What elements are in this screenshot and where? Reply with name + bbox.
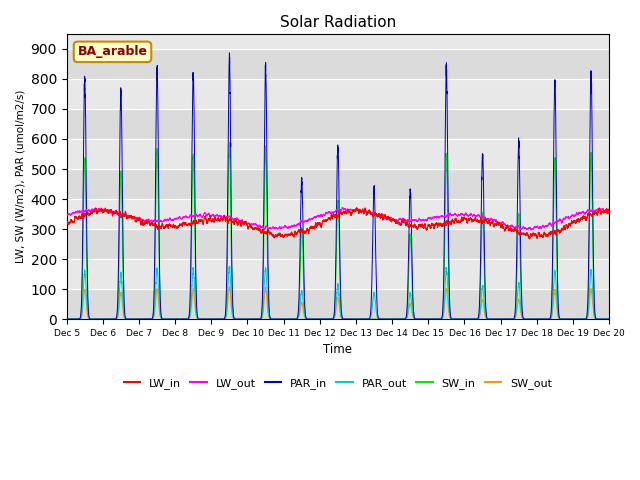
LW_out xyxy=(63,212,70,218)
SW_out xyxy=(582,316,590,322)
SW_in xyxy=(352,316,360,322)
SW_out xyxy=(225,284,233,290)
PAR_in xyxy=(247,316,255,322)
PAR_out xyxy=(576,316,584,322)
Bar xyxy=(67,109,609,139)
PAR_out xyxy=(460,316,467,322)
Title: Solar Radiation: Solar Radiation xyxy=(280,15,396,30)
Line: PAR_in: PAR_in xyxy=(67,53,609,319)
LW_in xyxy=(460,216,467,222)
LW_out xyxy=(319,212,327,217)
PAR_out xyxy=(63,316,70,322)
LW_in xyxy=(582,217,590,223)
PAR_out xyxy=(605,316,613,322)
LW_in xyxy=(475,219,483,225)
Bar xyxy=(67,229,609,259)
LW_in xyxy=(63,221,70,227)
SW_out xyxy=(605,316,613,322)
SW_in xyxy=(460,316,467,322)
Line: SW_in: SW_in xyxy=(67,143,609,319)
PAR_in xyxy=(319,316,327,322)
SW_out xyxy=(63,316,70,322)
PAR_out xyxy=(582,316,590,322)
Bar xyxy=(67,49,609,79)
SW_in xyxy=(605,316,613,322)
SW_out xyxy=(576,316,584,322)
LW_out xyxy=(576,209,584,215)
LW_out xyxy=(605,207,613,213)
PAR_out xyxy=(475,316,483,322)
SW_in xyxy=(576,316,584,322)
LW_in xyxy=(247,224,255,229)
SW_in xyxy=(475,314,483,320)
Line: LW_in: LW_in xyxy=(67,208,609,239)
PAR_in xyxy=(582,315,590,321)
LW_out xyxy=(339,204,346,210)
Text: BA_arable: BA_arable xyxy=(77,45,147,59)
PAR_in xyxy=(460,316,467,322)
SW_in xyxy=(247,316,255,322)
PAR_in xyxy=(63,316,70,322)
PAR_in xyxy=(225,50,233,56)
SW_in xyxy=(319,316,327,322)
Bar xyxy=(67,289,609,319)
Line: SW_out: SW_out xyxy=(67,287,609,319)
PAR_in xyxy=(605,316,613,322)
LW_in xyxy=(525,236,533,242)
SW_in xyxy=(226,140,234,145)
SW_in xyxy=(582,315,590,321)
Line: PAR_out: PAR_out xyxy=(67,266,609,319)
LW_out xyxy=(582,209,590,215)
LW_in xyxy=(576,217,584,223)
LW_out xyxy=(528,227,536,233)
SW_out xyxy=(475,316,483,322)
PAR_out xyxy=(226,264,234,269)
LW_in xyxy=(605,211,613,216)
LW_out xyxy=(475,212,483,217)
Line: LW_out: LW_out xyxy=(67,207,609,230)
Legend: LW_in, LW_out, PAR_in, PAR_out, SW_in, SW_out: LW_in, LW_out, PAR_in, PAR_out, SW_in, S… xyxy=(119,373,557,393)
PAR_out xyxy=(319,316,327,322)
Bar xyxy=(67,169,609,199)
LW_out xyxy=(460,212,467,218)
PAR_in xyxy=(576,316,584,322)
X-axis label: Time: Time xyxy=(323,343,353,356)
LW_in xyxy=(361,205,369,211)
PAR_in xyxy=(475,313,483,319)
SW_out xyxy=(319,316,327,322)
PAR_out xyxy=(247,316,255,322)
Y-axis label: LW, SW (W/m2), PAR (umol/m2/s): LW, SW (W/m2), PAR (umol/m2/s) xyxy=(15,90,25,263)
SW_out xyxy=(352,316,360,322)
SW_out xyxy=(247,316,255,322)
SW_in xyxy=(63,316,70,322)
LW_in xyxy=(319,218,327,224)
SW_out xyxy=(460,316,467,322)
LW_out xyxy=(247,221,255,227)
